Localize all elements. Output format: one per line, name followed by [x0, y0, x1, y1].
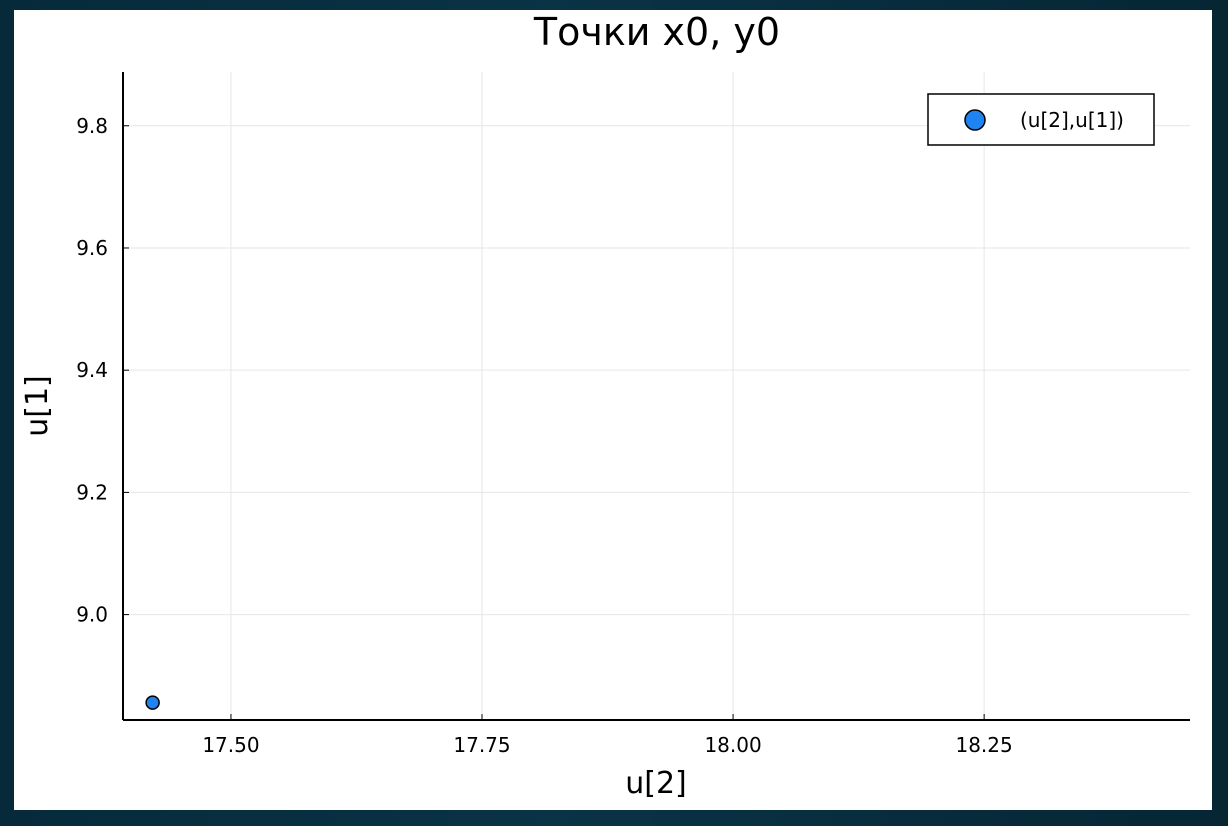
data-point [145, 695, 160, 710]
x-axis-label: u[2] [625, 766, 687, 801]
legend-label: (u[2],u[1]) [1020, 108, 1124, 132]
x-tick-label: 18.00 [704, 733, 761, 757]
plot-canvas: 17.50 17.75 18.00 18.25 9.0 9.2 9.4 9.6 9.8 Точ… [14, 10, 1212, 810]
y-tick-label: 9.6 [76, 236, 108, 260]
y-tick-label: 9.0 [76, 603, 108, 627]
y-axis-label: u[1] [20, 375, 55, 437]
y-tick-label: 9.2 [76, 480, 108, 504]
x-tick-label: 17.50 [202, 733, 259, 757]
legend-marker [964, 109, 986, 131]
grid-lines [123, 72, 1190, 720]
axes [122, 72, 1190, 721]
x-tick-label: 18.25 [955, 733, 1012, 757]
x-tick-label: 17.75 [453, 733, 510, 757]
y-tick-label: 9.8 [76, 114, 108, 138]
legend: (u[2],u[1]) [927, 93, 1155, 146]
x-tick-labels: 17.50 17.75 18.00 18.25 [202, 733, 1012, 757]
scatter-chart: 17.50 17.75 18.00 18.25 9.0 9.2 9.4 9.6 9.8 Точ… [20, 10, 1190, 801]
y-tick-labels: 9.0 9.2 9.4 9.6 9.8 [76, 114, 108, 627]
data-points [145, 695, 160, 710]
y-tick-label: 9.4 [76, 358, 108, 382]
chart-title: Точки x0, y0 [533, 10, 780, 54]
